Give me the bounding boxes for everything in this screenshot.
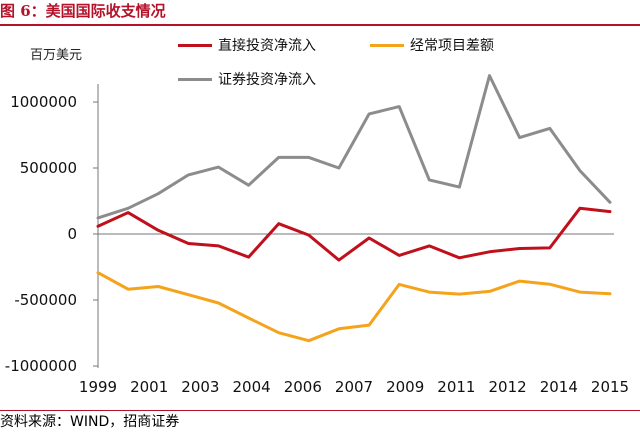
x-tick-label: 2001 [130,378,168,396]
x-tick-label: 2004 [233,378,271,396]
title-rule [0,24,640,26]
series-line-0 [96,206,612,262]
x-tick-label: 2014 [540,378,578,396]
y-tick-label: 1000000 [10,93,77,111]
legend-label-fdi: 直接投资净流入 [218,38,316,54]
x-tick-label: 1999 [79,378,117,396]
chart-series [96,74,612,343]
legend-item-securities: 证券投资净流入 [178,70,316,88]
legend-swatch-securities [178,77,212,81]
series-line-1 [96,271,612,343]
y-axis-unit: 百万美元 [30,48,83,63]
footer-rule [0,410,640,411]
x-tick-label: 2015 [591,378,629,396]
y-tick-label: 0 [67,225,77,243]
y-tick-label: 500000 [20,159,77,177]
legend-swatch-fdi [178,43,212,47]
x-tick-label: 2011 [437,378,475,396]
y-tick-label: -1000000 [5,357,77,375]
figure-title: 图 6：美国国际收支情况 [0,2,166,20]
x-tick-label: 2006 [284,378,322,396]
x-tick-label: 2003 [181,378,219,396]
x-tick-label: 2007 [335,378,373,396]
x-tick-label: 2012 [489,378,527,396]
y-tick-label: -500000 [14,291,77,309]
legend-item-current-account: 经常项目差额 [370,36,494,54]
source-note: 资料来源：WIND，招商证券 [0,414,180,430]
legend-item-fdi: 直接投资净流入 [178,36,316,54]
legend-label-current-account: 经常项目差额 [410,38,494,54]
x-tick-label: 2009 [386,378,424,396]
series-line-2 [96,74,612,220]
legend-label-securities: 证券投资净流入 [218,72,316,88]
legend-swatch-current-account [370,43,404,47]
